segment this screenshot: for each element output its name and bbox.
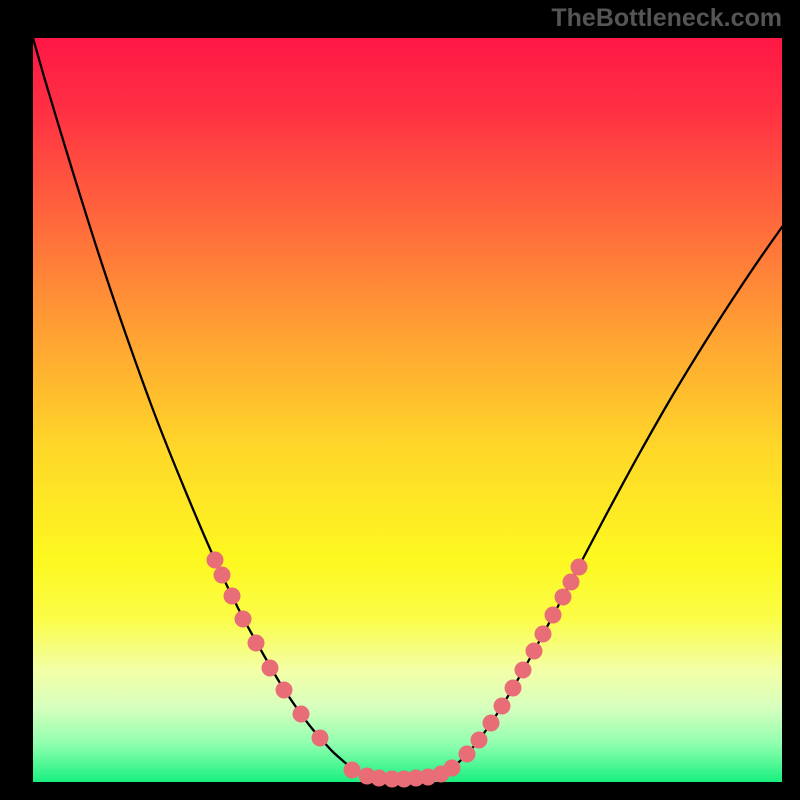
- data-marker: [235, 611, 252, 628]
- data-marker: [344, 762, 361, 779]
- data-marker: [262, 660, 279, 677]
- data-marker: [555, 589, 572, 606]
- data-marker: [535, 626, 552, 643]
- data-marker: [526, 643, 543, 660]
- data-marker: [444, 760, 461, 777]
- data-marker: [471, 732, 488, 749]
- watermark: TheBottleneck.com: [551, 4, 782, 33]
- data-marker: [563, 574, 580, 591]
- data-marker: [293, 706, 310, 723]
- data-marker: [494, 698, 511, 715]
- data-marker: [545, 607, 562, 624]
- data-marker: [207, 552, 224, 569]
- data-marker: [224, 588, 241, 605]
- data-marker: [312, 730, 329, 747]
- data-marker: [276, 682, 293, 699]
- data-marker: [483, 715, 500, 732]
- bottleneck-chart: [0, 0, 800, 800]
- data-marker: [248, 635, 265, 652]
- data-marker: [459, 746, 476, 763]
- data-marker: [571, 559, 588, 576]
- plot-area: [33, 38, 782, 782]
- data-marker: [505, 680, 522, 697]
- data-marker: [515, 662, 532, 679]
- data-marker: [214, 567, 231, 584]
